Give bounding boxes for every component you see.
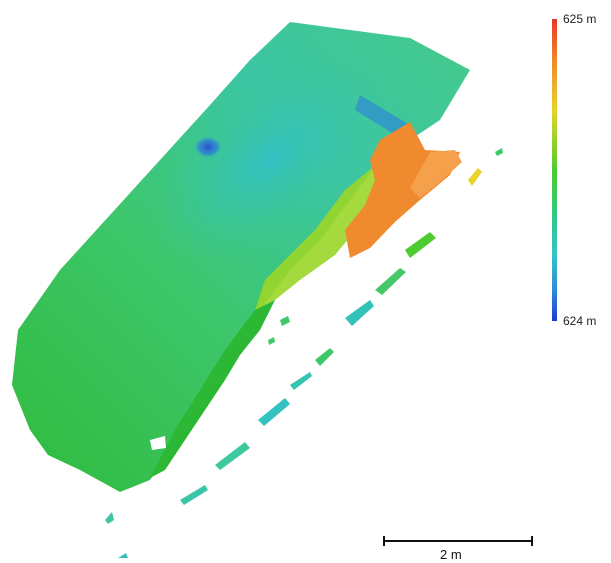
- legend-min-label: 624 m: [563, 314, 597, 328]
- yellow-green-band: [255, 168, 385, 310]
- scale-bar-tick-left: [383, 536, 385, 546]
- scale-bar-line: [383, 540, 533, 542]
- cyan-zone: [150, 55, 390, 265]
- scale-label: 2 m: [440, 547, 462, 562]
- orange-highlight: [410, 150, 462, 198]
- legend-max-label: 625 m: [563, 12, 597, 26]
- scattered-fragments: [105, 148, 503, 558]
- elevation-legend-bar: [552, 19, 557, 321]
- low-point-depression: [194, 136, 222, 158]
- deep-green-edge: [150, 300, 275, 478]
- scale-bar-tick-right: [531, 536, 533, 546]
- scale-bar: [383, 536, 533, 546]
